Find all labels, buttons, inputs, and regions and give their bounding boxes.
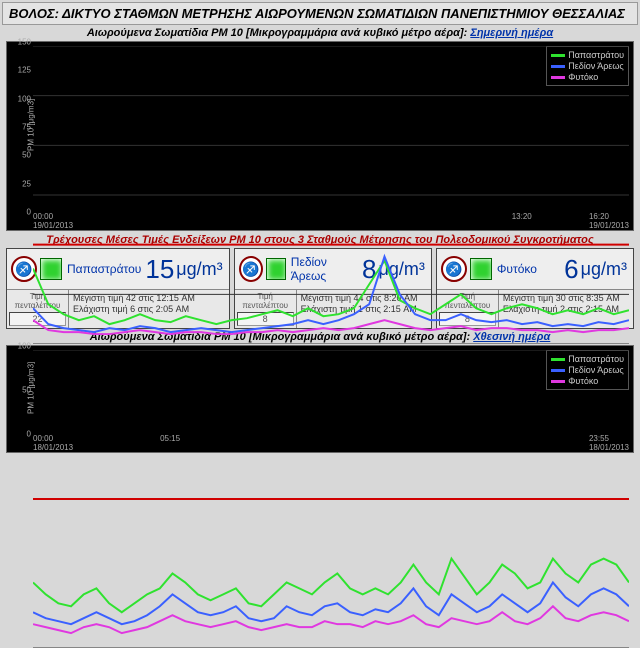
top-chart-title: Αιωρούμενα Σωματίδια PM 10 [Μικρογραμμάρ… [2,27,638,39]
chart-today: ΠαπαστράτουΠεδίον ΆρεωςΦυτόκο 0255075100… [6,41,634,231]
chart-yesterday: ΠαπαστράτουΠεδίον ΆρεωςΦυτόκο 050100 PM … [6,345,634,453]
page-header: ΒΟΛΟΣ: ΔΙΚΤΥΟ ΣΤΑΘΜΩΝ ΜΕΤΡΗΣΗΣ ΑΙΩΡΟΥΜΕΝ… [2,2,638,25]
